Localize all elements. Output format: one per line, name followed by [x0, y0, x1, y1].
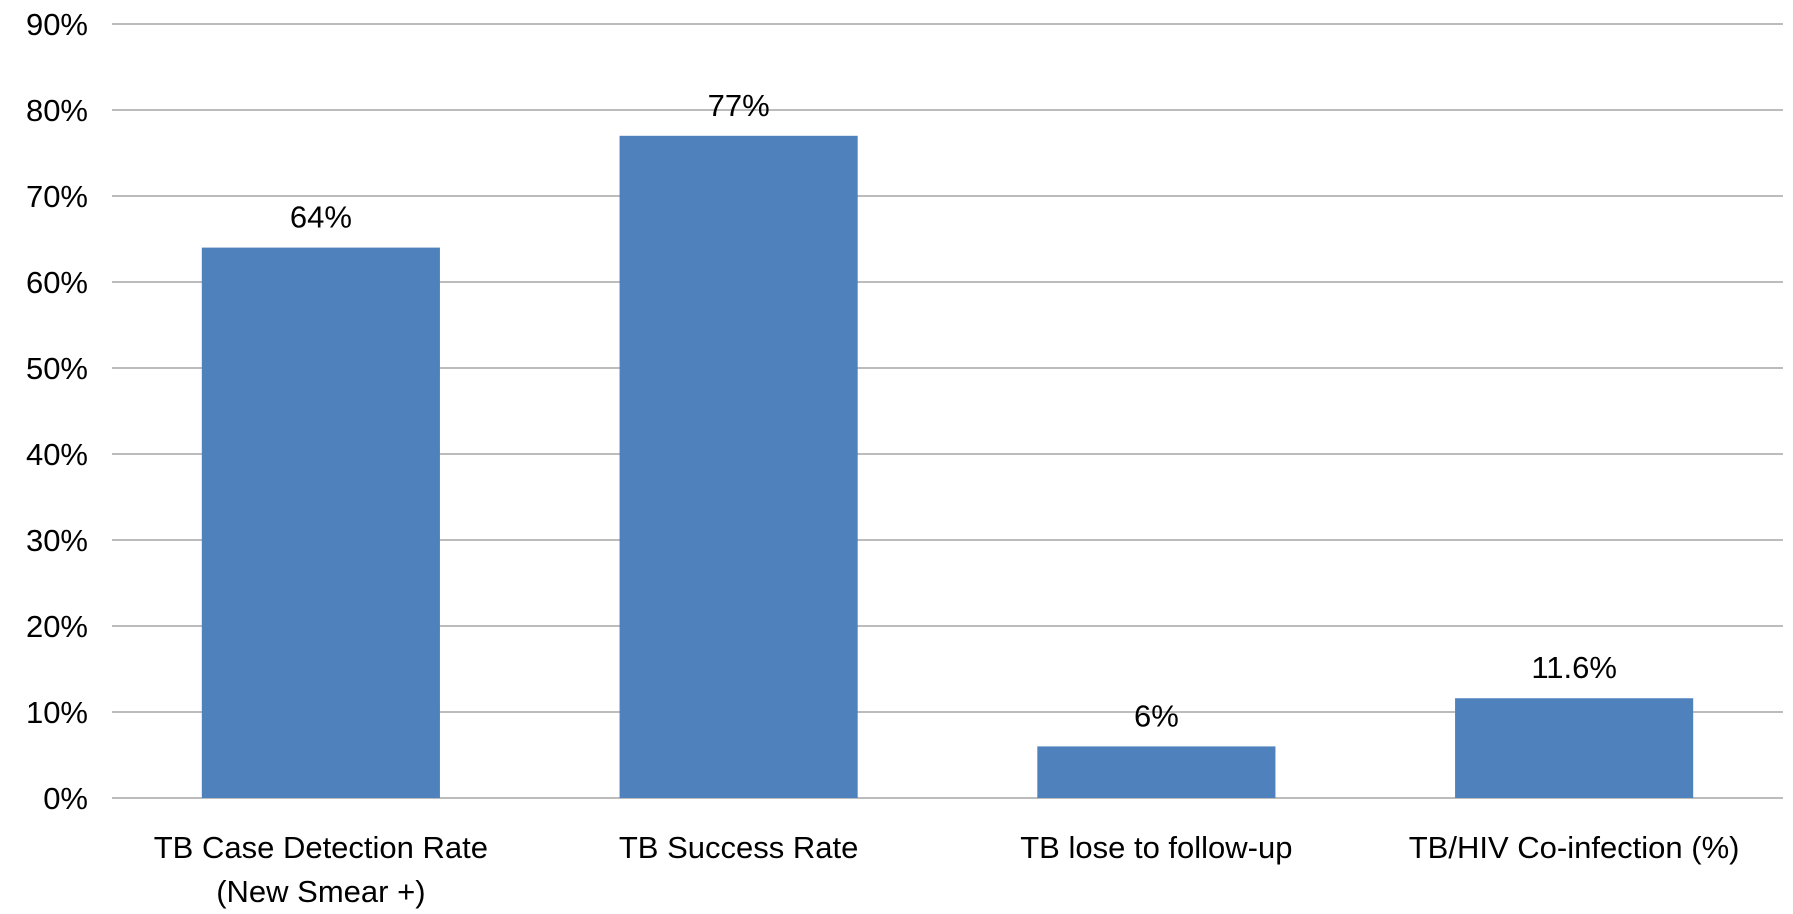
bar: [1037, 746, 1276, 798]
bar: [619, 135, 858, 799]
y-axis-tick-labels: 0% 10% 20% 30% 40% 50% 60% 70% 80% 90%: [26, 7, 88, 816]
y-tick-label: 0%: [43, 781, 88, 816]
data-label: 6%: [1134, 698, 1179, 733]
y-tick-label: 40%: [26, 437, 88, 472]
y-tick-label: 50%: [26, 351, 88, 386]
data-label: 77%: [708, 88, 770, 123]
data-labels: 64% 77% 6% 11.6%: [290, 88, 1617, 734]
data-label: 64%: [290, 200, 352, 235]
category-label: TB Case Detection Rate: [154, 830, 488, 865]
category-label: TB lose to follow-up: [1020, 830, 1292, 865]
y-tick-label: 90%: [26, 7, 88, 42]
category-label: TB/HIV Co-infection (%): [1409, 830, 1740, 865]
y-tick-label: 20%: [26, 609, 88, 644]
y-tick-label: 30%: [26, 523, 88, 558]
category-label: (New Smear +): [216, 874, 425, 909]
y-tick-label: 80%: [26, 93, 88, 128]
category-label: TB Success Rate: [619, 830, 858, 865]
data-label: 11.6%: [1531, 650, 1617, 685]
y-tick-label: 70%: [26, 179, 88, 214]
bar: [201, 247, 440, 799]
x-axis-category-labels: TB Case Detection Rate (New Smear +) TB Su…: [154, 830, 1740, 909]
bars: [201, 135, 1694, 799]
y-tick-label: 10%: [26, 695, 88, 730]
y-tick-label: 60%: [26, 265, 88, 300]
bar: [1455, 698, 1694, 798]
